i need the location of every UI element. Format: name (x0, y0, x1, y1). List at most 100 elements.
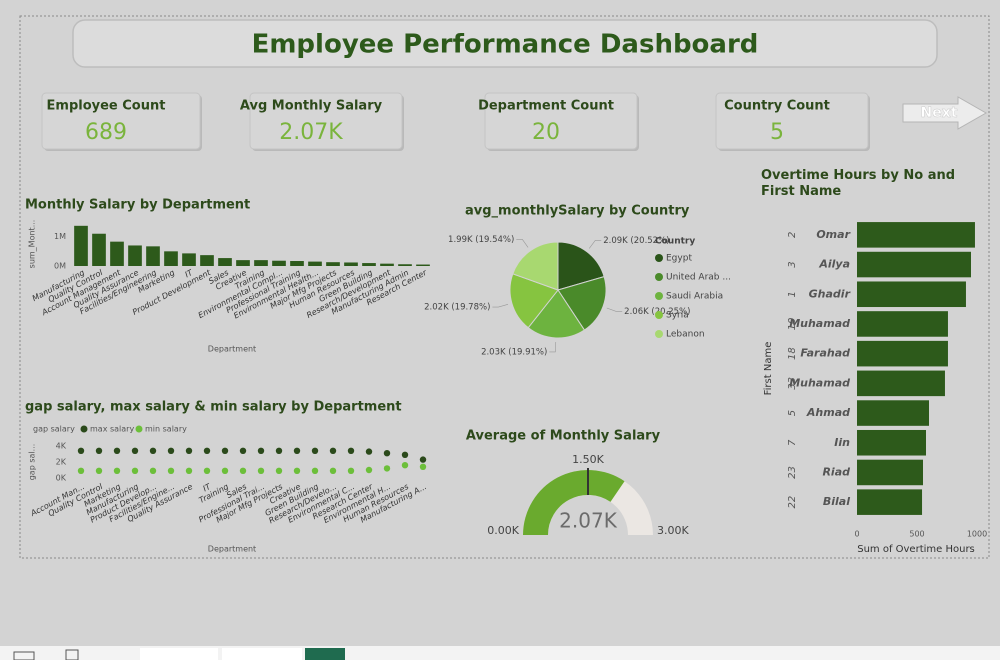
dot (365, 448, 373, 455)
dot (275, 447, 283, 454)
bar (380, 263, 394, 266)
bar (182, 253, 196, 266)
bar (857, 459, 923, 486)
bar (74, 225, 88, 266)
dot (275, 467, 283, 474)
taskbar-icon[interactable] (65, 649, 79, 660)
x-axis-label: Department (208, 345, 256, 354)
y-tick-number: 23 (787, 466, 798, 479)
gauge-value (523, 470, 625, 535)
y-tick-label: 0K (56, 474, 67, 483)
taskbar-tab[interactable] (222, 648, 302, 660)
y-tick-label: Ahmad (806, 406, 850, 419)
leader-line (492, 304, 509, 308)
dot (311, 467, 319, 474)
bar (128, 245, 142, 266)
bar (857, 251, 971, 278)
bar (857, 281, 966, 308)
bar (290, 261, 304, 266)
gauge-value-label: 2.07K (559, 509, 618, 533)
legend-label: Saudi Arabia (666, 292, 723, 302)
dot (293, 467, 301, 474)
legend-swatch (655, 311, 663, 319)
legend-title: Country (655, 237, 695, 247)
dot (329, 467, 337, 474)
dot (149, 467, 157, 474)
kpi-card (41, 92, 201, 150)
bar (92, 233, 106, 266)
dot (401, 451, 409, 458)
x-tick-label: 500 (909, 530, 924, 539)
kpi-value: 689 (85, 120, 127, 145)
bar (218, 258, 232, 266)
kpi-value: 20 (532, 120, 560, 145)
data-label: 1.99K (19.54%) (448, 235, 514, 245)
dot (113, 447, 121, 454)
bar (164, 251, 178, 266)
dot (77, 447, 85, 454)
title-box (72, 19, 938, 68)
bar (326, 262, 340, 266)
y-tick-number: 18 (787, 347, 798, 360)
kpi-value: 2.07K (279, 120, 343, 145)
bar (416, 264, 430, 266)
dot (401, 462, 409, 469)
bar (200, 255, 214, 266)
legend-swatch (655, 330, 663, 338)
y-axis-label: sum_Mont... (28, 220, 37, 269)
y-tick-number: 3 (787, 261, 798, 267)
kpi-label: Department Count (478, 99, 614, 114)
bar (362, 263, 376, 266)
legend-label: United Arab ... (666, 273, 731, 283)
leader-line (549, 341, 557, 353)
y-axis-label: gap sal... (28, 444, 37, 481)
kpi-card (249, 92, 403, 150)
y-tick-label: Iin (834, 436, 850, 449)
data-label: 2.09K (20.52%) (603, 236, 669, 246)
chart-title: Average of Monthly Salary (466, 429, 661, 444)
next-arrow[interactable] (902, 96, 988, 130)
legend-label: Lebanon (666, 330, 705, 340)
kpi-label: Employee Count (47, 99, 166, 114)
x-tick-label: 0 (854, 530, 859, 539)
dot (95, 447, 103, 454)
y-tick-label: 2K (56, 458, 67, 467)
pie-slice (557, 241, 605, 291)
y-tick-label: Ailya (818, 258, 850, 271)
kpi-card (484, 92, 638, 150)
y-tick-label: Bilal (823, 495, 850, 508)
x-axis-label: Department (208, 545, 256, 554)
legend-swatch (80, 425, 88, 433)
bar (110, 241, 124, 266)
dot (383, 450, 391, 457)
y-tick-label: 0M (54, 262, 66, 271)
report-frame (19, 15, 990, 559)
dot (257, 447, 265, 454)
dot (419, 456, 427, 463)
y-tick-label: Muhamad (789, 317, 850, 330)
data-label: 2.03K (19.91%) (481, 347, 547, 357)
legend-label: Syria (666, 311, 689, 321)
gauge-tick-label: 3.00K (657, 524, 689, 537)
leader-line (606, 307, 623, 312)
data-label: 2.02K (19.78%) (424, 303, 490, 313)
pie-slice (527, 289, 586, 339)
y-axis-label: First Name (763, 342, 774, 396)
bar (146, 246, 160, 266)
next-button[interactable]: Next (902, 96, 988, 130)
bar (398, 264, 412, 266)
kpi-card (715, 92, 869, 150)
x-tick-label: 1000 (967, 530, 987, 539)
pie-slice (509, 273, 559, 329)
legend-swatch (655, 292, 663, 300)
taskbar-tab[interactable] (140, 648, 218, 660)
chart-title: Overtime Hours by No and First Name (761, 168, 956, 199)
next-label[interactable]: Next (920, 105, 958, 121)
dot (167, 447, 175, 454)
taskbar-icon[interactable] (13, 651, 35, 660)
bar (857, 340, 948, 367)
taskbar-tab-active[interactable] (305, 648, 345, 660)
y-tick-number: 5 (787, 410, 798, 416)
legend-title: gap salary (33, 425, 75, 434)
